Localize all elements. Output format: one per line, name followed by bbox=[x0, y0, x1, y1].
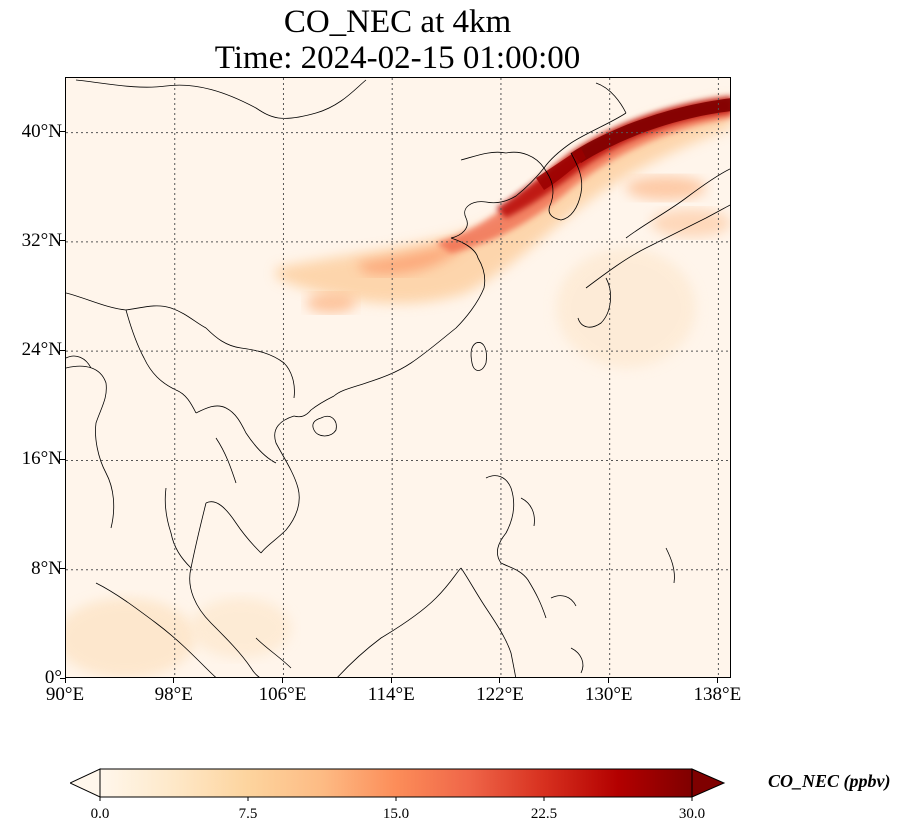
lat-tick-mark bbox=[60, 240, 65, 242]
map-panel[interactable] bbox=[65, 77, 731, 678]
colorbar-title: CO_NEC (ppbv) bbox=[768, 771, 891, 791]
map-title: CO_NEC at 4km bbox=[283, 4, 512, 40]
lat-tick-label: 24°N bbox=[21, 339, 62, 361]
colorbar-extend-min bbox=[70, 768, 101, 798]
lon-tick-label: 138°E bbox=[693, 684, 742, 705]
colorbar-tick-label: 0.0 bbox=[90, 806, 110, 822]
lat-tick-mark bbox=[60, 349, 65, 351]
lon-tick-label: 122°E bbox=[476, 684, 524, 705]
lon-tick-mark bbox=[173, 678, 175, 683]
lon-tick-label: 106°E bbox=[258, 684, 307, 705]
lon-tick-label: 90°E bbox=[45, 684, 85, 705]
lat-tick-mark bbox=[60, 458, 65, 460]
lon-tick-label: 114°E bbox=[367, 684, 415, 705]
lon-tick-mark bbox=[499, 678, 501, 683]
lon-tick-mark bbox=[390, 678, 392, 683]
lat-tick-label: 8°N bbox=[31, 557, 62, 579]
colorbar-extend-max bbox=[691, 768, 726, 798]
map-canvas bbox=[66, 78, 730, 677]
lon-tick-label: 130°E bbox=[584, 684, 633, 705]
lat-tick-label: 16°N bbox=[21, 448, 62, 470]
lon-tick-mark bbox=[716, 678, 718, 683]
colorbar-tick-label: 22.5 bbox=[530, 806, 558, 822]
map-subtitle-time: Time: 2024-02-15 01:00:00 bbox=[214, 40, 581, 76]
lon-tick-mark bbox=[608, 678, 610, 683]
lat-tick-label: 0° bbox=[44, 667, 62, 688]
lat-tick-mark bbox=[60, 131, 65, 133]
colorbar-tick-label: 15.0 bbox=[382, 806, 410, 822]
lat-tick-mark bbox=[60, 568, 65, 570]
lat-tick-mark bbox=[60, 677, 65, 679]
lon-tick-mark bbox=[64, 678, 66, 683]
colorbar-gradient bbox=[99, 768, 693, 798]
map-gridlines bbox=[66, 78, 730, 677]
lat-tick-label: 40°N bbox=[21, 120, 62, 142]
colorbar-tick-label: 7.5 bbox=[238, 806, 258, 822]
coastlines-borders bbox=[66, 79, 730, 677]
lon-tick-mark bbox=[281, 678, 283, 683]
colorbar-tick-label: 30.0 bbox=[678, 806, 706, 822]
lon-tick-label: 98°E bbox=[154, 684, 193, 705]
lat-tick-label: 32°N bbox=[21, 229, 62, 251]
co-concentration-field bbox=[66, 96, 730, 677]
colorbar bbox=[70, 768, 726, 801]
